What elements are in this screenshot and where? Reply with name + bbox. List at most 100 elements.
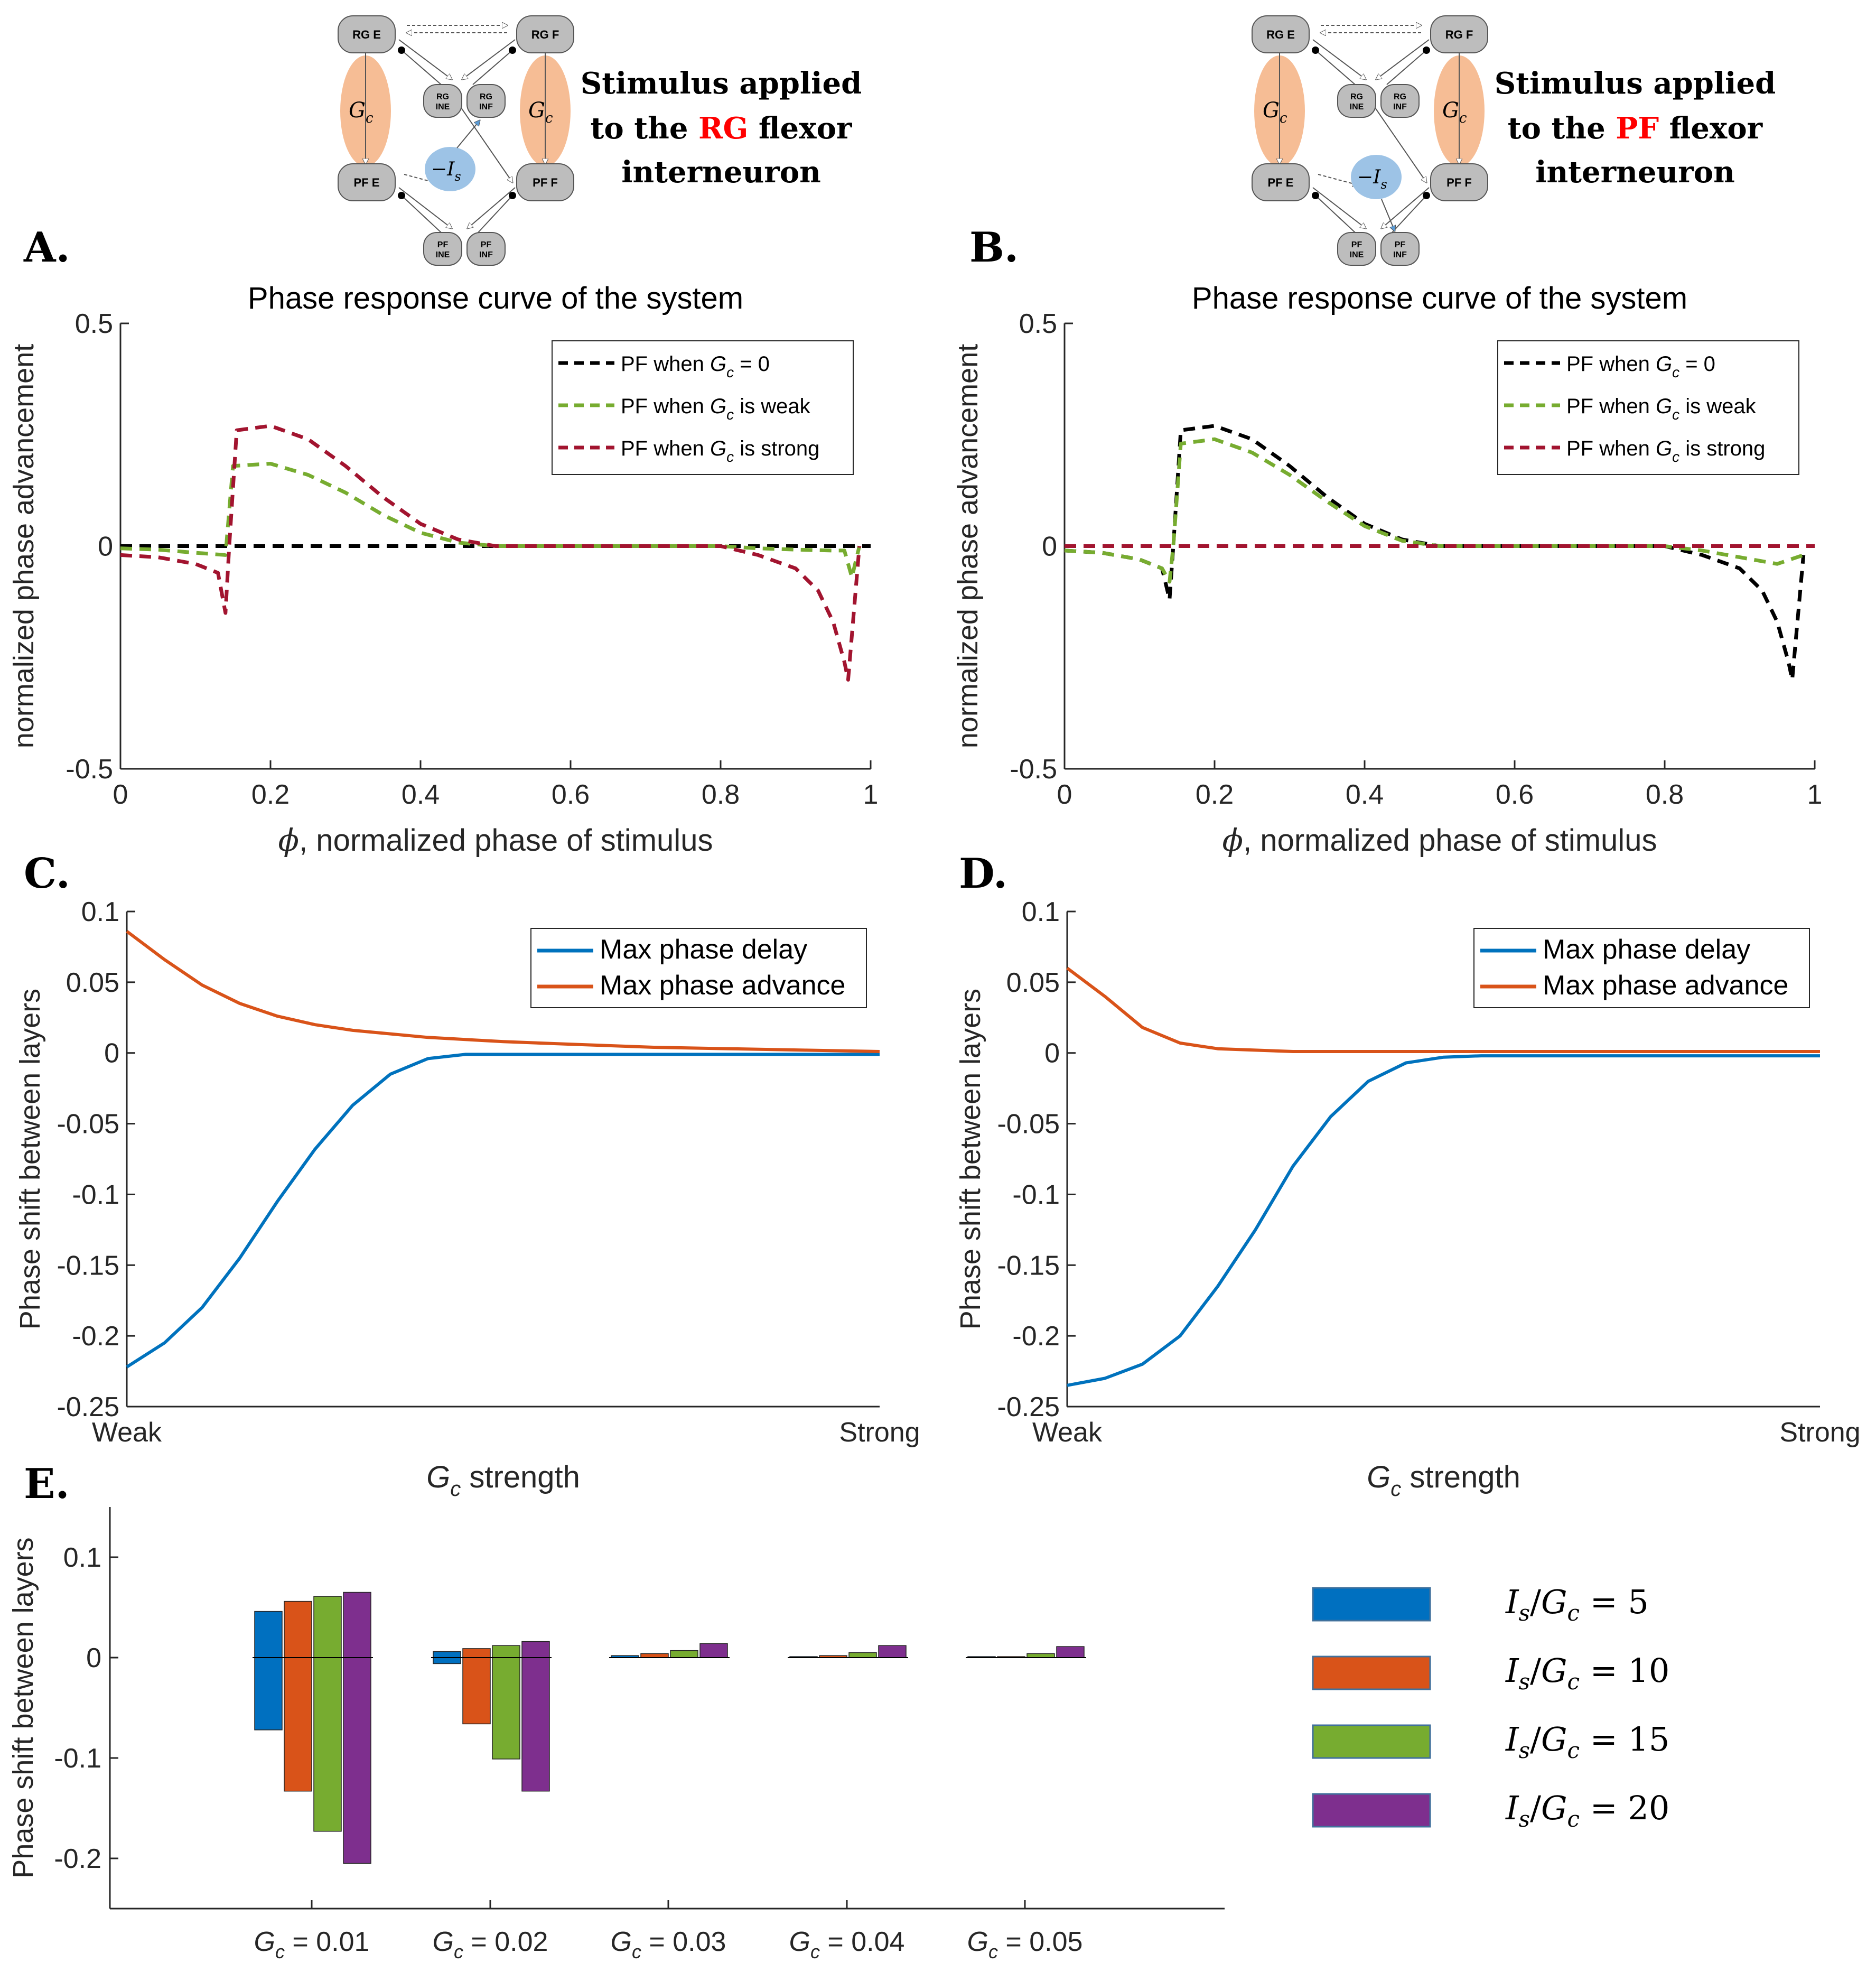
rg-inf-label-bottom: INF	[1393, 103, 1407, 111]
y-tick-label: 0.05	[66, 968, 119, 998]
legend-rest: = 10	[1580, 1651, 1669, 1690]
chart-title: Phase response curve of the system	[1192, 281, 1687, 315]
x-tick-label: 0.4	[402, 779, 440, 810]
stimulus-label: −Is	[1357, 166, 1387, 192]
legend-g: G	[1541, 1651, 1567, 1690]
x-axis-label: ϕ, normalized phase of stimulus	[1222, 822, 1657, 858]
x-label-sub: c	[1390, 1477, 1401, 1501]
legend-text: is weak	[734, 395, 810, 418]
pf-e-node	[338, 163, 396, 201]
stimulus-subscript: s	[1380, 177, 1387, 192]
y-tick-label: 0	[104, 1038, 119, 1069]
x-axis-label: Gc strength	[1367, 1460, 1520, 1501]
x-label-g: G	[426, 1460, 450, 1494]
legend-c: c	[1567, 1806, 1580, 1832]
stimulus-arrow	[456, 120, 480, 148]
legend-text: PF when	[621, 437, 710, 460]
x-tick-label: Weak	[1032, 1417, 1103, 1448]
legend-entry-0: PF when Gc = 0	[1566, 352, 1715, 380]
pf-ine-label-bottom: INE	[436, 250, 450, 259]
y-tick-label: 0.5	[1019, 309, 1057, 339]
legend-entry-2: PF when Gc is strong	[621, 437, 819, 465]
bar-advance	[284, 1601, 312, 1658]
pfe-to-pfine	[398, 187, 452, 228]
y-tick-label: 0	[98, 532, 113, 562]
legend-rest: = 15	[1580, 1720, 1669, 1759]
pf-inf-label-bottom: INF	[479, 250, 493, 259]
rg-inf-node	[466, 84, 506, 118]
pf-e-label: PF E	[354, 176, 380, 189]
y-tick-label: 0	[1044, 1038, 1060, 1069]
legend-s: s	[1519, 1669, 1530, 1695]
x-tick-label: Gc = 0.02	[433, 1927, 548, 1962]
stimulus-circle	[425, 147, 475, 191]
y-tick-label: -0.1	[72, 1179, 119, 1210]
rg-f-node	[516, 15, 574, 53]
legend-i: I	[1505, 1789, 1519, 1827]
bar-delay	[462, 1657, 491, 1725]
rg-e-node	[1252, 15, 1310, 53]
x-tick-label: Gc = 0.05	[967, 1927, 1083, 1962]
legend-slash: /	[1530, 1583, 1541, 1621]
legend-s: s	[1519, 1600, 1530, 1626]
series-line-0	[126, 1053, 880, 1369]
rg-inf-label-top: RG	[1394, 92, 1406, 101]
x-label-phi: ϕ	[278, 822, 300, 858]
bar-advance	[462, 1648, 491, 1658]
x-tick-label: 0.6	[552, 779, 590, 810]
pf-f-label: PF F	[1446, 176, 1472, 189]
pf-ine-label-bottom: INE	[1350, 250, 1364, 259]
bar-delay	[284, 1657, 312, 1792]
series-line-2	[120, 424, 862, 682]
y-tick-label: 0.1	[1022, 897, 1060, 927]
x-label-phi: ϕ	[1222, 822, 1244, 858]
x-tick-label: 0.2	[251, 779, 290, 810]
x-label-text: , normalized phase of stimulus	[1243, 823, 1657, 858]
chart-c-phase-shift-rg: -0.25 -0.2 -0.15 -0.1 -0.05 0 0.05 0.1 Weak Stron…	[14, 897, 920, 1501]
x-tick-label: 0	[113, 779, 128, 810]
legend-g: G	[710, 395, 726, 418]
y-tick-label: -0.15	[997, 1250, 1060, 1281]
legend-g: G	[1541, 1583, 1567, 1621]
caption-text: to the	[1508, 111, 1616, 146]
y-axis-label: Phase shift between layers	[955, 989, 986, 1329]
pf-f-label: PF F	[533, 176, 558, 189]
series-line-1	[120, 462, 862, 579]
legend-text: = 0	[734, 352, 770, 376]
legend-text: PF when	[1566, 437, 1656, 460]
pff-to-pfinf	[468, 187, 516, 228]
legend-slash: /	[1530, 1651, 1541, 1690]
bar-advance	[1026, 1653, 1055, 1658]
legend-swatch-1	[1312, 1655, 1431, 1690]
gc-subscript: c	[545, 110, 553, 126]
x-axis-label: Gc strength	[426, 1460, 580, 1501]
y-axis-label: Phase shift between layers	[7, 1537, 39, 1878]
legend-entry-0: Is/Gc = 5	[1505, 1583, 1649, 1626]
x-tick-sub: c	[454, 1941, 463, 1962]
caption-line-1: Stimulus applied	[1495, 66, 1776, 101]
bar-advance	[670, 1650, 698, 1658]
legend-text: is strong	[734, 437, 819, 460]
legend-entry-1: PF when Gc is weak	[1566, 395, 1757, 423]
rgine-inhib-rge	[1312, 46, 1356, 85]
legend-text: is weak	[1679, 395, 1756, 418]
x-tick-label: 0.8	[1646, 779, 1684, 810]
pfinf-inhib-pff	[1392, 192, 1430, 233]
rgf-to-rginf	[1376, 39, 1430, 79]
legend-entry-3: Is/Gc = 20	[1505, 1789, 1669, 1832]
legend-text: is strong	[1679, 437, 1765, 460]
pf-inf-label-bottom: INF	[1393, 250, 1407, 259]
x-axis-label: ϕ, normalized phase of stimulus	[278, 822, 713, 858]
legend-swatch-2	[1312, 1724, 1431, 1759]
caption-line-3: interneuron	[1535, 155, 1735, 190]
legend-slash: /	[1530, 1720, 1541, 1759]
rgine-to-pff	[451, 94, 512, 182]
rg-e-label: RG E	[352, 28, 381, 41]
caption-line-2: to the PF flexor	[1508, 111, 1763, 146]
legend-entry-2: PF when Gc is strong	[1566, 437, 1765, 465]
legend-g: G	[710, 352, 726, 376]
gc-label-left: Gc	[349, 98, 374, 126]
